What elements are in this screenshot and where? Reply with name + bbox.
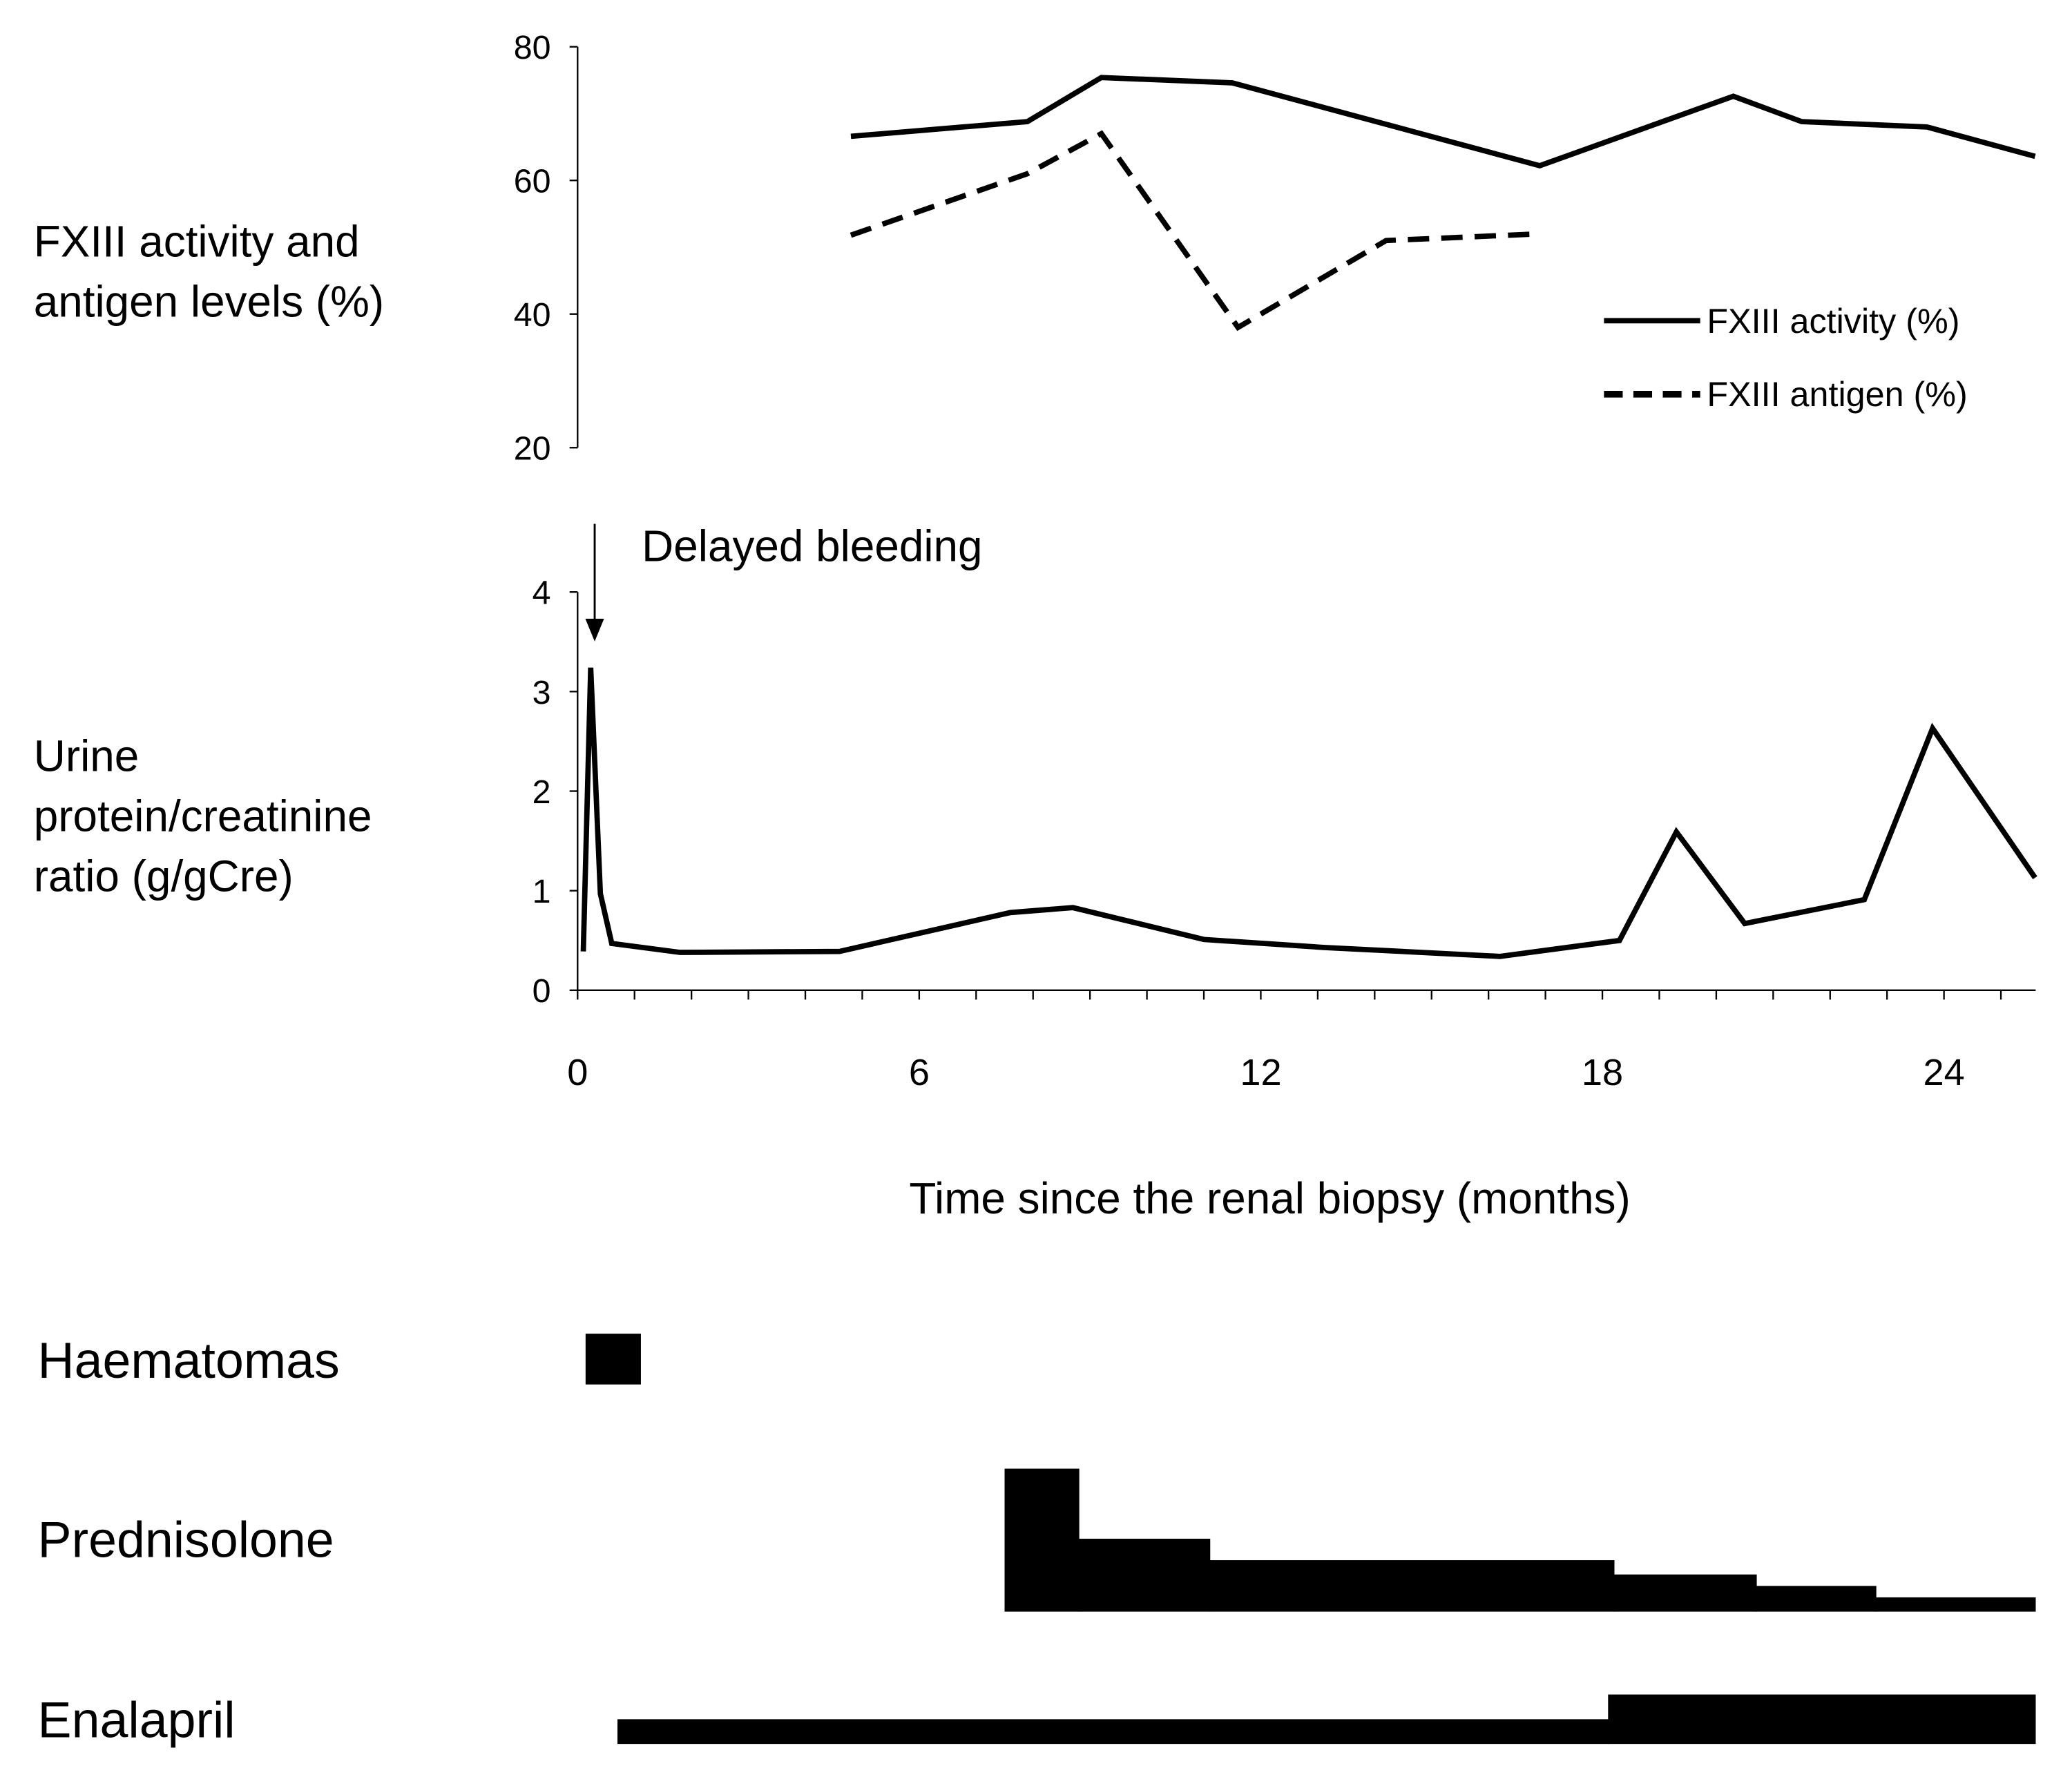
x-tick-label: 0 [567, 1052, 588, 1093]
fxiii-chart: 20 40 60 80 [514, 29, 2036, 468]
top-y-tick-label: 60 [514, 163, 551, 200]
mid-ylabel-line2: protein/creatinine [34, 791, 372, 841]
timeline-bar-enalapril [617, 1719, 1609, 1745]
mid-ylabel-line3: ratio (g/gCre) [34, 852, 294, 901]
top-ylabel-line2: antigen levels (%) [34, 277, 384, 327]
top-y-tick-label: 20 [514, 430, 551, 468]
antigen-line [850, 130, 1540, 332]
activity-line [850, 75, 2036, 169]
legend-antigen-label: FXIII antigen (%) [1707, 374, 1967, 414]
timeline-bar-enalapril [1608, 1694, 2036, 1745]
annotation-arrow-head [585, 618, 604, 642]
legend-activity-label: FXIII activity (%) [1707, 301, 1959, 340]
x-tick-label: 6 [909, 1052, 930, 1093]
x-tick-label: 12 [1240, 1052, 1281, 1093]
top-y-tick-label: 80 [514, 29, 551, 66]
timeline-bar-prednisolone [1613, 1574, 1757, 1612]
x-axis-title: Time since the renal biopsy (months) [909, 1173, 1630, 1223]
timeline-bar-haematomas [585, 1334, 641, 1385]
mid-y-tick-label: 1 [533, 873, 551, 910]
timeline-bar-prednisolone [1078, 1539, 1211, 1612]
annotation-delayed-bleeding: Delayed bleeding [642, 521, 982, 571]
top-ylabel-line1: FXIII activity and [34, 217, 360, 267]
mid-y-tick-label: 0 [533, 972, 551, 1010]
x-tick-label: 18 [1582, 1052, 1623, 1093]
timeline-bar-prednisolone [1756, 1586, 1877, 1612]
timeline-label-enalapril: Enalapril [38, 1691, 236, 1748]
timeline-bar-prednisolone [1875, 1597, 2036, 1612]
x-tick-label: 24 [1924, 1052, 1965, 1093]
timeline-bar-prednisolone [1209, 1560, 1615, 1612]
mid-ylabel-line1: Urine [34, 731, 140, 780]
top-y-tick-label: 40 [514, 296, 551, 334]
timeline-label-prednisolone: Prednisolone [38, 1510, 334, 1568]
mid-y-tick-label: 4 [533, 575, 551, 612]
treatment-timeline [585, 1334, 2036, 1745]
timeline-bar-prednisolone [1004, 1468, 1080, 1612]
mid-y-tick-label: 3 [533, 674, 551, 711]
timeline-label-haematomas: Haematomas [38, 1332, 340, 1389]
mid-y-tick-label: 2 [533, 774, 551, 811]
urine-ratio-line [580, 667, 2037, 959]
